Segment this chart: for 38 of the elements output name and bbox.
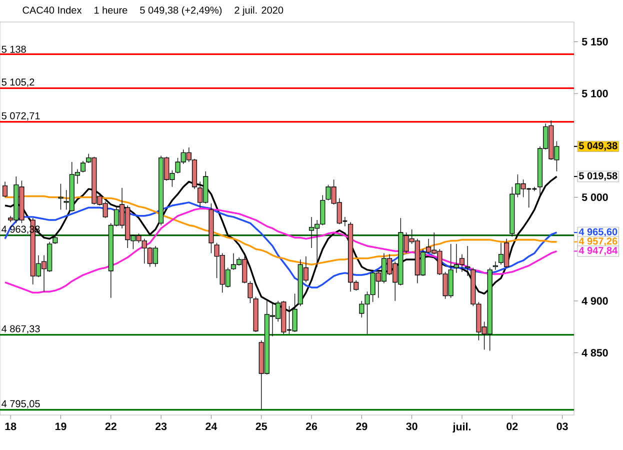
text: 4 947,84 [578, 246, 618, 256]
x-tick-label: juil. [452, 422, 470, 433]
ref-line-label: 4 795,05 [2, 400, 40, 408]
x-tick-label: 24 [206, 422, 218, 430]
text: 4 965,60 [578, 228, 618, 237]
text: 4 957,26 [578, 238, 618, 246]
text: 1 heure [94, 6, 128, 14]
text: 5 019,58 [578, 172, 618, 181]
candlestick [492, 261, 498, 270]
y-tick-label: 5 100 [582, 90, 608, 98]
y-tick-label: 4 900 [582, 297, 608, 305]
x-tick-label: 26 [306, 422, 318, 430]
x-tick-label: 02 [506, 422, 518, 430]
candlestick [465, 246, 470, 276]
candlestick [80, 160, 86, 173]
x-tick-label: 29 [356, 422, 368, 430]
chart-title: CAC40 Index [22, 6, 82, 14]
y-tick-label: 4 850 [582, 349, 608, 357]
x-tick-label: 23 [156, 422, 167, 430]
candlestick [52, 234, 58, 244]
candlestick [2, 181, 8, 198]
text: 5 049,38 (+2,49%) [140, 6, 222, 16]
ref-line-label: 5 105,2 [2, 78, 34, 87]
x-tick-label: 18 [5, 422, 16, 430]
candlestick [248, 280, 253, 304]
ref-line-label: 5 072,71 [2, 112, 40, 121]
x-tick-label: 30 [406, 422, 418, 430]
x-tick-label: 22 [105, 422, 116, 430]
x-tick-label: 03 [556, 422, 568, 430]
y-tick-label: 5 000 [582, 193, 608, 202]
ref-line-label: 4 867,33 [2, 325, 40, 334]
ref-line-label: 5 138 [2, 46, 26, 53]
text: 5 049,38 [578, 142, 618, 151]
x-tick-label: 19 [55, 422, 66, 430]
candlestick [58, 183, 64, 210]
y-tick-label: 5 150 [582, 38, 608, 46]
x-tick-label: 25 [256, 422, 267, 430]
text: 2 juil. 2020 [234, 6, 284, 16]
